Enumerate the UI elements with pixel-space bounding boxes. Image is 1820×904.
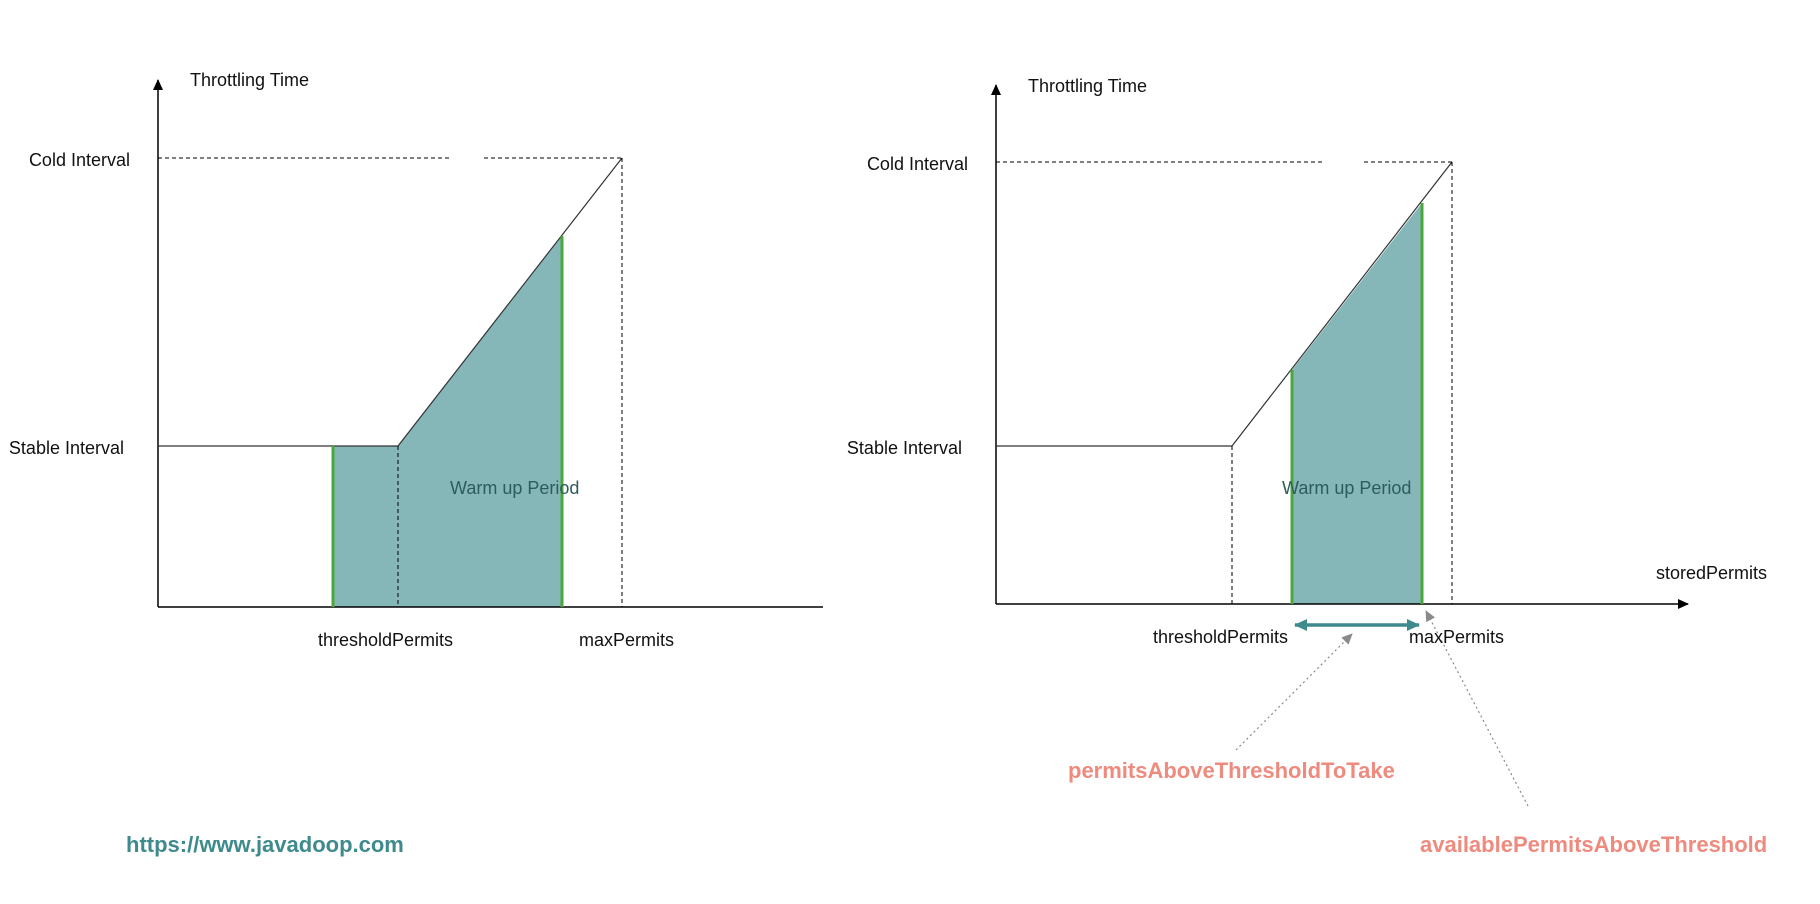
- right-shaded-area: [1292, 203, 1422, 604]
- right-y-axis-label: Throttling Time: [1028, 76, 1147, 96]
- right-cold-interval-label: Cold Interval: [867, 154, 968, 174]
- right-note-available: availablePermitsAboveThreshold: [1420, 832, 1767, 857]
- left-max-label: maxPermits: [579, 630, 674, 650]
- left-diagram: Throttling Time Cold Interval Stable Int…: [9, 70, 823, 650]
- left-shaded-area: [333, 236, 562, 607]
- right-max-label: maxPermits: [1409, 627, 1504, 647]
- right-diagram: Throttling Time Cold Interval Stable Int…: [847, 76, 1767, 857]
- right-pointer-available: [1425, 610, 1529, 807]
- left-stable-interval-label: Stable Interval: [9, 438, 124, 458]
- right-threshold-label: thresholdPermits: [1153, 627, 1288, 647]
- right-region-label: Warm up Period: [1282, 478, 1411, 498]
- right-x-axis-label: storedPermits: [1656, 563, 1767, 583]
- left-threshold-label: thresholdPermits: [318, 630, 453, 650]
- left-y-axis-label: Throttling Time: [190, 70, 309, 90]
- right-pointer-to-take: [1235, 633, 1353, 751]
- left-region-label: Warm up Period: [450, 478, 579, 498]
- right-note-to-take: permitsAboveThresholdToTake: [1068, 758, 1395, 783]
- left-cold-interval-label: Cold Interval: [29, 150, 130, 170]
- right-stable-interval-label: Stable Interval: [847, 438, 962, 458]
- watermark-url: https://www.javadoop.com: [126, 832, 404, 857]
